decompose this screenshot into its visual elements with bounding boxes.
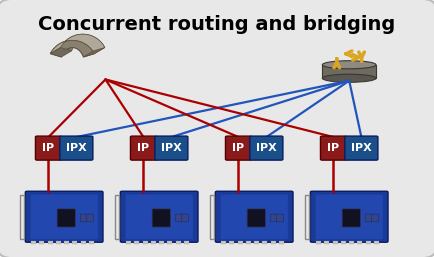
Text: IPX: IPX [256,143,277,153]
FancyBboxPatch shape [181,214,188,222]
FancyBboxPatch shape [131,136,157,160]
Polygon shape [50,48,72,57]
Polygon shape [72,241,77,244]
Polygon shape [126,241,131,244]
Polygon shape [349,241,354,244]
Polygon shape [176,241,181,244]
Ellipse shape [322,61,376,69]
FancyBboxPatch shape [155,136,188,160]
Text: IPX: IPX [351,143,372,153]
FancyBboxPatch shape [57,209,76,227]
Text: IPX: IPX [66,143,87,153]
Polygon shape [341,241,346,244]
Polygon shape [221,241,226,244]
FancyBboxPatch shape [226,136,251,160]
Text: Concurrent routing and bridging: Concurrent routing and bridging [38,14,396,33]
FancyBboxPatch shape [247,209,265,227]
Polygon shape [61,34,105,51]
Polygon shape [279,241,284,244]
Polygon shape [230,241,234,244]
FancyBboxPatch shape [86,214,93,222]
FancyBboxPatch shape [250,136,283,160]
Polygon shape [48,241,53,244]
FancyBboxPatch shape [320,136,346,160]
Text: IP: IP [138,143,150,153]
Polygon shape [184,241,189,244]
Polygon shape [81,241,85,244]
Polygon shape [151,241,156,244]
Polygon shape [333,241,338,244]
Polygon shape [135,241,139,244]
Polygon shape [56,241,61,244]
FancyBboxPatch shape [365,214,372,222]
Polygon shape [50,34,105,54]
FancyBboxPatch shape [36,136,62,160]
Polygon shape [324,241,329,244]
FancyBboxPatch shape [342,209,360,227]
FancyBboxPatch shape [30,194,98,239]
Polygon shape [366,241,371,244]
Polygon shape [358,241,362,244]
FancyBboxPatch shape [316,194,383,239]
Polygon shape [159,241,164,244]
Polygon shape [89,241,94,244]
FancyBboxPatch shape [80,214,87,222]
FancyBboxPatch shape [120,191,198,242]
FancyBboxPatch shape [276,214,283,222]
Polygon shape [246,241,251,244]
FancyBboxPatch shape [310,191,388,242]
Text: IP: IP [43,143,55,153]
FancyBboxPatch shape [215,191,293,242]
Ellipse shape [322,74,376,82]
Text: IP: IP [327,143,339,153]
Polygon shape [50,40,95,57]
FancyBboxPatch shape [372,214,378,222]
FancyBboxPatch shape [152,209,170,227]
FancyBboxPatch shape [220,194,288,239]
Polygon shape [39,241,44,244]
Polygon shape [322,65,376,78]
Polygon shape [374,241,379,244]
Polygon shape [271,241,276,244]
Text: IPX: IPX [161,143,182,153]
Polygon shape [263,241,267,244]
Polygon shape [238,241,243,244]
Polygon shape [143,241,148,244]
FancyBboxPatch shape [60,136,93,160]
FancyBboxPatch shape [125,194,193,239]
FancyBboxPatch shape [25,191,103,242]
Polygon shape [83,48,105,57]
FancyBboxPatch shape [345,136,378,160]
Polygon shape [64,241,69,244]
Text: IP: IP [233,143,244,153]
FancyBboxPatch shape [270,214,277,222]
Polygon shape [31,241,36,244]
Polygon shape [316,241,321,244]
Polygon shape [254,241,259,244]
Polygon shape [168,241,172,244]
FancyBboxPatch shape [175,214,182,222]
